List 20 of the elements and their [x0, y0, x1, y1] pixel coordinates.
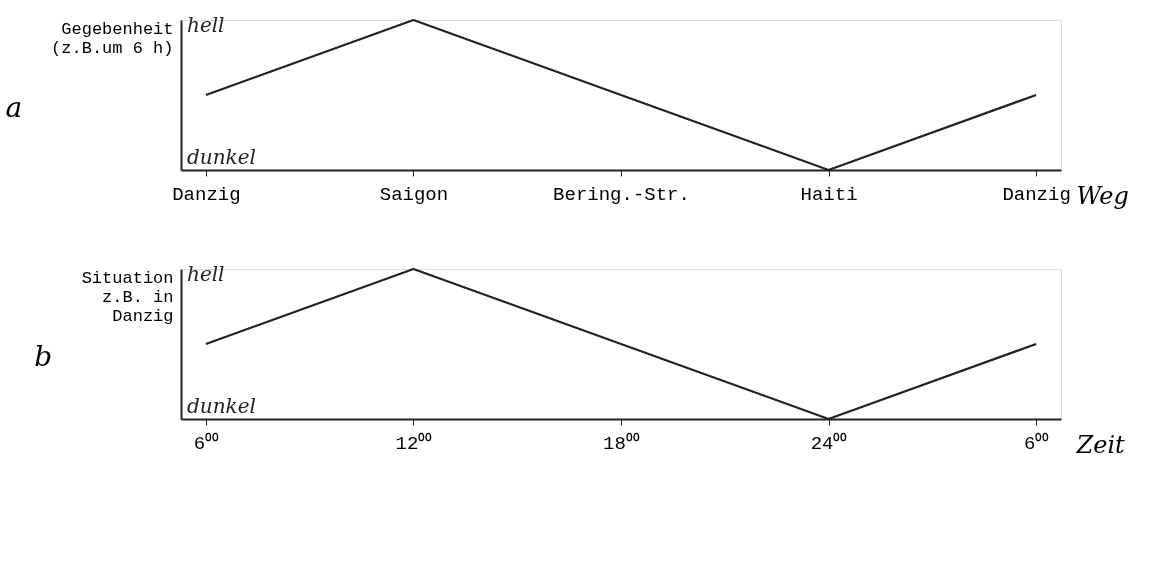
text: b	[34, 340, 53, 373]
x-tick-label: Haiti	[800, 183, 858, 206]
annotation: dunkel	[187, 394, 256, 418]
x-tick-label: Danzig	[1002, 183, 1071, 206]
x-tick-label: Danzig	[172, 183, 241, 206]
annotation: dunkel	[187, 145, 256, 169]
y-axis-title: Situation z.B. in Danzig	[81, 268, 174, 326]
x-tick-label: 6⁰⁰	[1023, 431, 1050, 455]
text: a	[5, 91, 23, 124]
x-tick-label: 24⁰⁰	[810, 431, 848, 455]
annotation: hell	[187, 13, 225, 37]
y-axis-title: Gegebenheit (z.B.um 6 h)	[51, 19, 174, 58]
x-tick-label: Bering.-Str.	[553, 183, 690, 206]
x-tick-label: 18⁰⁰	[603, 431, 640, 455]
x-tick-label: 6⁰⁰	[193, 431, 220, 455]
annotation: hell	[187, 262, 225, 286]
x-axis-title: Weg	[1076, 181, 1129, 210]
x-tick-label: 12⁰⁰	[395, 431, 433, 455]
x-axis-title: Zeit	[1075, 430, 1126, 459]
x-tick-label: Saigon	[379, 183, 449, 206]
